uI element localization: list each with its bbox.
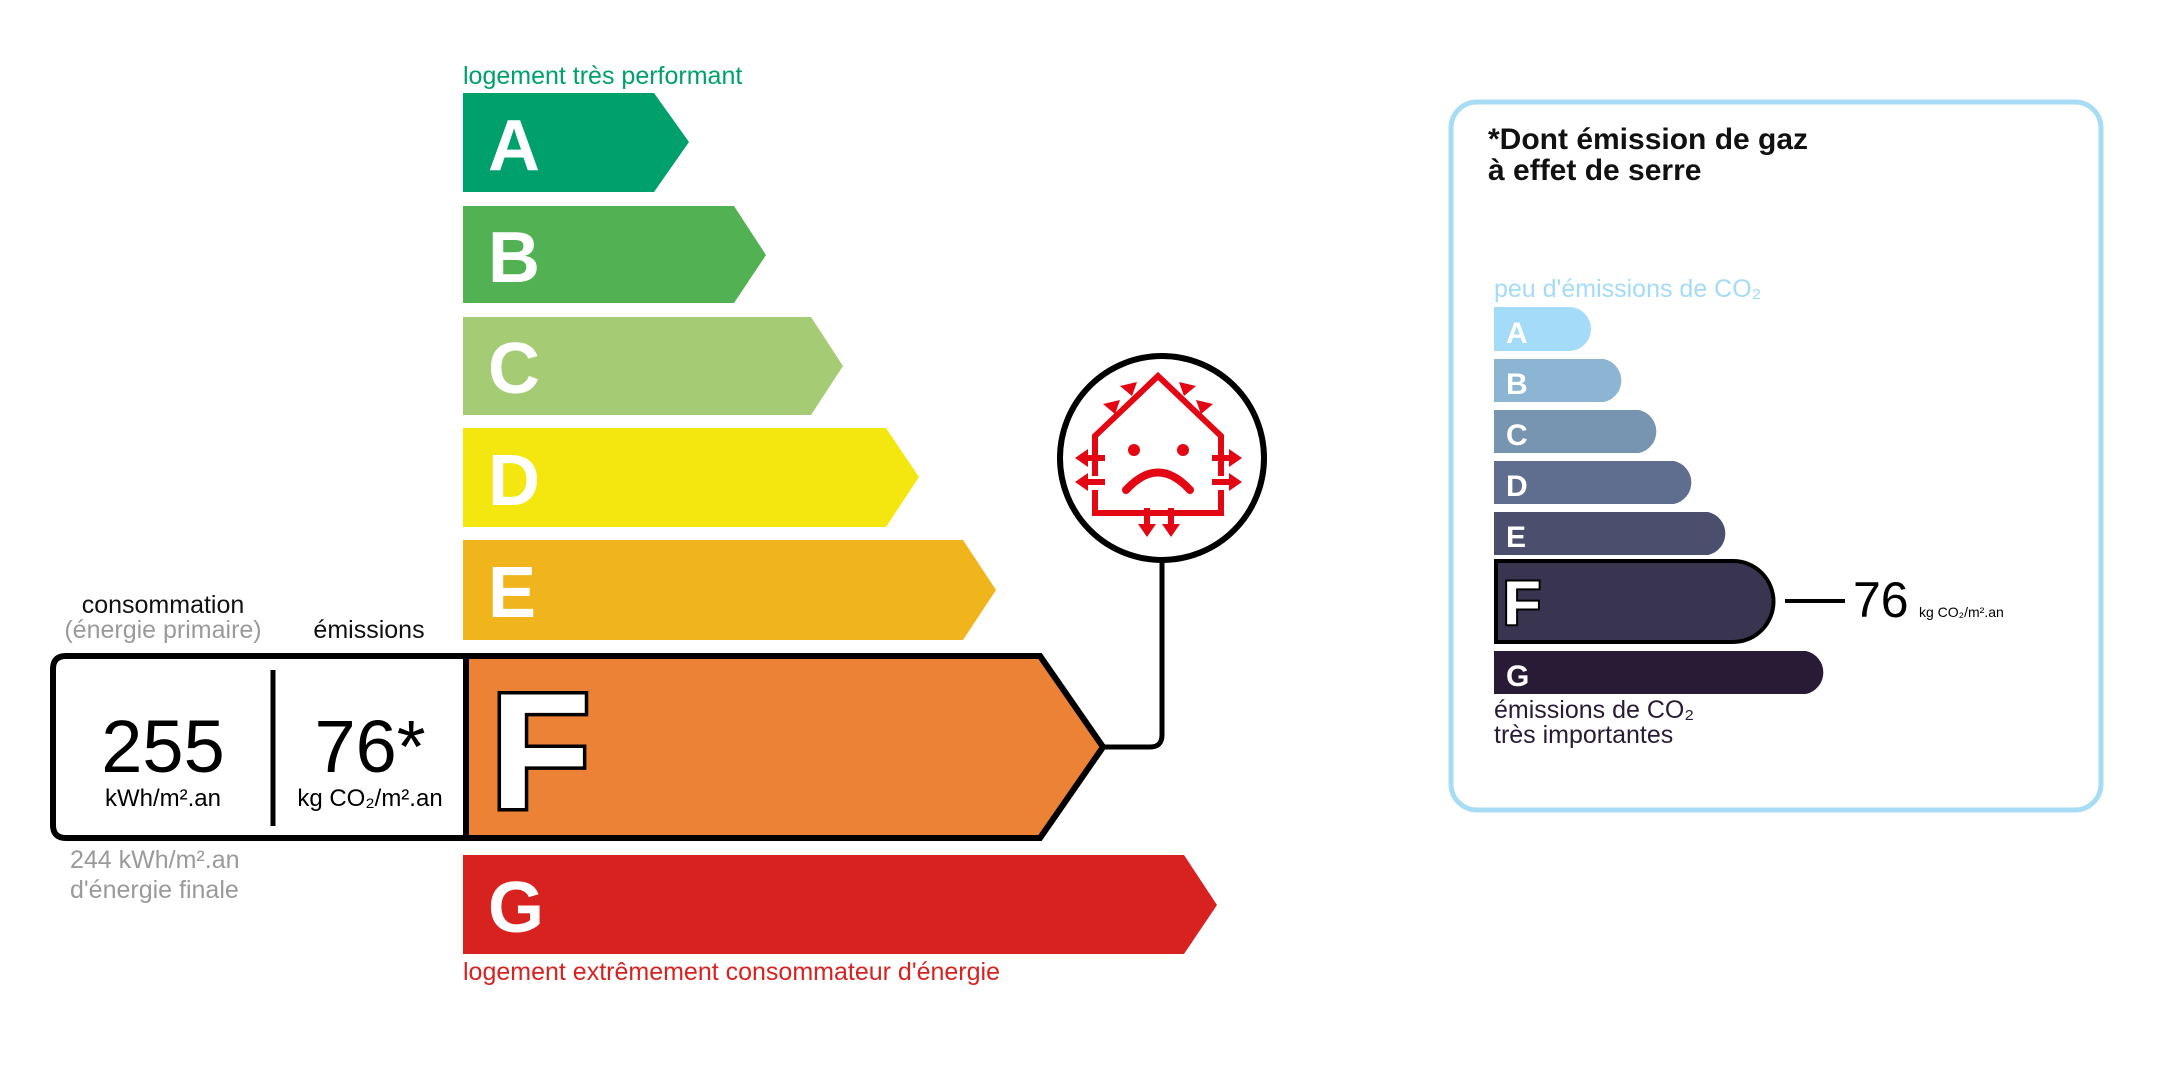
svg-text:G: G (1506, 660, 1529, 693)
house-heat-loss-sad-face-icon (1057, 353, 1267, 563)
energy-class-f-current: F 255 kWh/m².an 76* kg CO₂/m².an (50, 653, 1107, 847)
emissions-value: 76* (314, 705, 425, 788)
connector-line (1103, 560, 1165, 750)
ges-value: 76 (1853, 572, 1909, 628)
svg-text:D: D (1506, 470, 1528, 503)
svg-text:C: C (1506, 419, 1528, 452)
ges-bottom-label-line2: très importantes (1494, 721, 1673, 749)
svg-text:A: A (488, 106, 540, 186)
consumption-labels: consommation (énergie primaire) émission… (64, 591, 424, 644)
svg-text:C: C (488, 329, 540, 409)
current-energy-letter: F (490, 659, 591, 843)
svg-text:G: G (488, 868, 544, 948)
svg-text:B: B (1506, 368, 1528, 401)
consumption-sublabel: (énergie primaire) (64, 616, 261, 644)
energy-class-d: D (463, 428, 919, 527)
emissions-unit: kg CO₂/m².an (297, 785, 442, 812)
final-energy-label: d'énergie finale (70, 876, 239, 904)
consumption-value: 255 (101, 705, 224, 788)
energy-class-g: G (463, 855, 1217, 954)
consumption-unit: kWh/m².an (105, 785, 221, 812)
ges-top-label: peu d'émissions de CO₂ (1494, 275, 1761, 303)
ges-class-d: D (1494, 461, 1692, 504)
energy-class-c: C (463, 317, 843, 415)
emissions-label: émissions (313, 616, 424, 644)
ges-unit: kg CO₂/m².an (1919, 604, 2004, 620)
ges-title-line1: *Dont émission de gaz (1488, 123, 1808, 156)
energy-class-a: A (463, 93, 689, 192)
energy-class-e: E (463, 540, 996, 640)
ges-class-f-current: F (1494, 559, 1776, 644)
ges-bottom-label-line1: émissions de CO₂ (1494, 696, 1694, 724)
consumption-label: consommation (82, 591, 245, 619)
svg-text:F: F (1503, 569, 1541, 638)
svg-text:D: D (488, 441, 540, 521)
energy-class-b: B (463, 206, 766, 303)
svg-text:A: A (1506, 317, 1528, 350)
final-energy-value: 244 kWh/m².an (70, 846, 240, 874)
energy-top-label: logement très performant (463, 62, 742, 90)
ges-class-a: A (1494, 307, 1591, 351)
ges-title-line2: à effet de serre (1488, 154, 1701, 187)
svg-text:B: B (488, 218, 540, 298)
svg-text:E: E (1506, 521, 1526, 554)
ges-class-e: E (1494, 512, 1726, 555)
ges-class-c: C (1494, 410, 1657, 453)
svg-text:E: E (488, 553, 536, 633)
ges-class-g: G (1494, 651, 1824, 694)
ges-class-b: B (1494, 359, 1622, 402)
energy-bottom-label: logement extrêmement consommateur d'éner… (463, 958, 1000, 986)
